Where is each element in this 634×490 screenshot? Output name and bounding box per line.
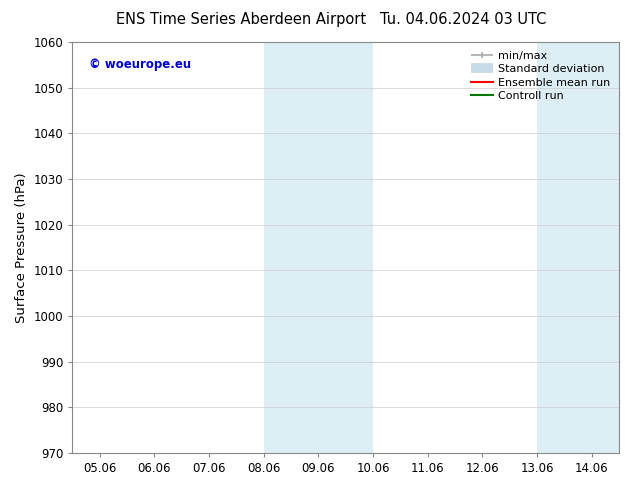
Legend: min/max, Standard deviation, Ensemble mean run, Controll run: min/max, Standard deviation, Ensemble me… <box>468 48 614 104</box>
Text: © woeurope.eu: © woeurope.eu <box>89 58 191 72</box>
Text: ENS Time Series Aberdeen Airport: ENS Time Series Aberdeen Airport <box>116 12 366 27</box>
Y-axis label: Surface Pressure (hPa): Surface Pressure (hPa) <box>15 172 28 323</box>
Bar <box>537 42 619 453</box>
Text: Tu. 04.06.2024 03 UTC: Tu. 04.06.2024 03 UTC <box>380 12 546 27</box>
Bar <box>264 42 373 453</box>
